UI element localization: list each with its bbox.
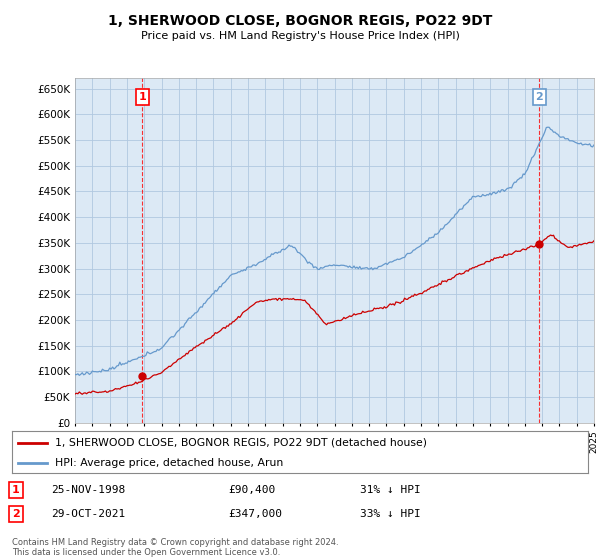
Text: 31% ↓ HPI: 31% ↓ HPI	[360, 485, 421, 495]
Text: Contains HM Land Registry data © Crown copyright and database right 2024.
This d: Contains HM Land Registry data © Crown c…	[12, 538, 338, 557]
Text: HPI: Average price, detached house, Arun: HPI: Average price, detached house, Arun	[55, 458, 283, 468]
Text: 1, SHERWOOD CLOSE, BOGNOR REGIS, PO22 9DT (detached house): 1, SHERWOOD CLOSE, BOGNOR REGIS, PO22 9D…	[55, 438, 427, 448]
Text: 2: 2	[535, 92, 543, 102]
Text: 25-NOV-1998: 25-NOV-1998	[51, 485, 125, 495]
Text: £90,400: £90,400	[228, 485, 275, 495]
Text: 1: 1	[139, 92, 146, 102]
Text: Price paid vs. HM Land Registry's House Price Index (HPI): Price paid vs. HM Land Registry's House …	[140, 31, 460, 41]
Text: 29-OCT-2021: 29-OCT-2021	[51, 509, 125, 519]
Text: 1, SHERWOOD CLOSE, BOGNOR REGIS, PO22 9DT: 1, SHERWOOD CLOSE, BOGNOR REGIS, PO22 9D…	[108, 14, 492, 28]
Text: 1: 1	[12, 485, 20, 495]
Text: 2: 2	[12, 509, 20, 519]
Text: £347,000: £347,000	[228, 509, 282, 519]
Text: 33% ↓ HPI: 33% ↓ HPI	[360, 509, 421, 519]
